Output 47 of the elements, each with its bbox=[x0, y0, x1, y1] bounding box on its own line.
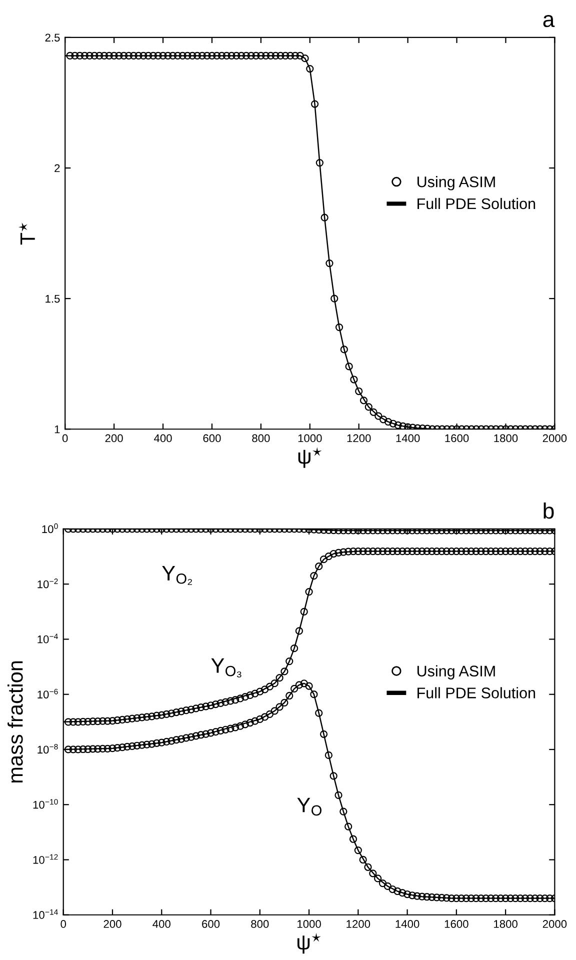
y-tick-label: 2.5 bbox=[45, 34, 60, 42]
x-tick-label: 2000 bbox=[542, 434, 567, 442]
x-tick-label: 600 bbox=[202, 920, 220, 928]
x-tick-label: 1000 bbox=[298, 920, 321, 928]
legend-label: Using ASIM bbox=[417, 665, 495, 680]
text: b bbox=[544, 502, 554, 519]
y-tick-label: 10$^{−8}$ bbox=[38, 744, 58, 754]
y-tick-label: 10$^{0}$ bbox=[42, 523, 58, 534]
x-axis-title: ψ$^{⋆}$ bbox=[298, 447, 322, 468]
y-tick-label: 2 bbox=[54, 164, 60, 172]
legend-label: Using ASIM bbox=[417, 176, 495, 190]
x-tick-label: 1200 bbox=[347, 434, 371, 442]
text: a bbox=[543, 14, 555, 28]
annotation: Y$_{O₃}$ bbox=[211, 658, 242, 678]
y-tick-label: 10$^{−4}$ bbox=[38, 634, 58, 644]
y-axis-title: mass fraction bbox=[8, 661, 23, 782]
x-tick-label: 200 bbox=[104, 920, 122, 928]
x-tick-label: 1800 bbox=[494, 920, 518, 928]
x-tick-label: 400 bbox=[154, 434, 172, 442]
y-axis-title: T$^{⋆}$ bbox=[18, 222, 35, 245]
x-tick-label: 1600 bbox=[444, 920, 468, 928]
legend-label: Full PDE Solution bbox=[418, 198, 536, 210]
x-tick-label: 400 bbox=[152, 920, 170, 928]
x-tick-label: 800 bbox=[252, 434, 270, 442]
y-tick-label: 10$^{−6}$ bbox=[38, 688, 58, 698]
x-tick-label: 0 bbox=[62, 434, 68, 442]
x-axis-title: ψ$^{⋆}$ bbox=[297, 932, 321, 954]
y-tick-label: 10$^{−10}$ bbox=[33, 799, 58, 809]
x-tick-label: 1400 bbox=[396, 920, 420, 928]
y-tick-label: 10$^{−14}$ bbox=[33, 909, 58, 919]
y-tick-label: 10$^{−12}$ bbox=[33, 854, 58, 864]
annotation: Y$_{O}$ bbox=[297, 798, 322, 816]
x-tick-label: 0 bbox=[60, 920, 66, 928]
x-tick-label: 1000 bbox=[298, 434, 322, 442]
x-tick-label: 2000 bbox=[542, 920, 567, 928]
y-tick-label: 1 bbox=[54, 426, 60, 434]
legend-label: Full PDE Solution bbox=[418, 687, 536, 698]
x-tick-label: 1600 bbox=[445, 434, 469, 442]
x-tick-label: 600 bbox=[203, 434, 221, 442]
x-tick-label: 800 bbox=[251, 920, 269, 928]
x-tick-label: 200 bbox=[105, 434, 123, 442]
x-tick-label: 1200 bbox=[346, 920, 370, 928]
x-tick-label: 1800 bbox=[494, 434, 518, 442]
x-tick-label: 1400 bbox=[396, 434, 420, 442]
y-tick-label: 1.5 bbox=[46, 294, 60, 303]
annotation: Y$_{O₂}$ bbox=[162, 566, 192, 585]
y-tick-label: 10$^{−2}$ bbox=[38, 578, 58, 588]
